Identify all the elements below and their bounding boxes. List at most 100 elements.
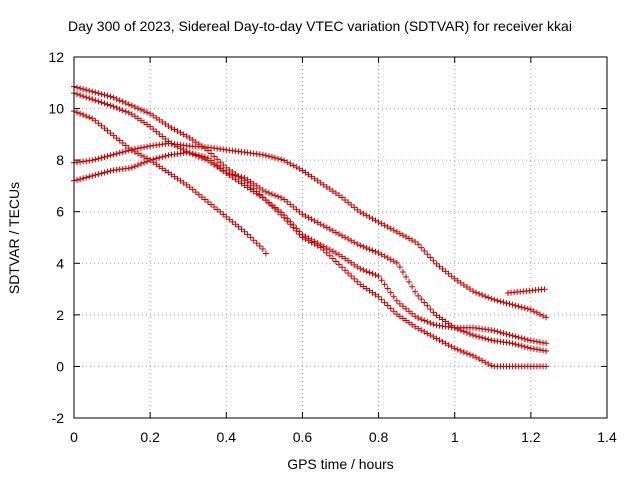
data-point: [451, 345, 458, 352]
data-point: [247, 178, 254, 185]
data-point: [518, 335, 525, 342]
data-point: [107, 130, 114, 137]
data-point: [296, 231, 303, 238]
data-point: [402, 233, 409, 240]
data-point: [144, 158, 151, 165]
data-point: [281, 157, 288, 164]
data-point: [409, 283, 416, 290]
plot-frame: [73, 56, 608, 419]
data-point: [262, 197, 269, 204]
data-point: [223, 170, 230, 177]
series-layer: [71, 83, 550, 370]
data-point: [189, 186, 196, 193]
data-point: [144, 121, 151, 128]
data-point: [524, 305, 531, 312]
data-point: [363, 245, 370, 252]
data-point: [530, 308, 537, 315]
data-point: [268, 191, 275, 198]
data-point: [342, 267, 349, 274]
data-point: [83, 174, 90, 181]
data-point: [339, 232, 346, 239]
data-point: [390, 227, 397, 234]
data-point: [533, 338, 540, 345]
data-point: [381, 281, 388, 288]
data-point: [345, 270, 352, 277]
data-point: [521, 305, 528, 312]
data-point: [339, 264, 346, 271]
data-point: [77, 176, 84, 183]
data-point: [354, 240, 361, 247]
data-point: [329, 248, 336, 255]
data-point: [460, 349, 467, 356]
data-point: [92, 117, 99, 124]
data-point: [253, 182, 260, 189]
y-tick-label: 12: [48, 49, 64, 65]
data-point: [402, 317, 409, 324]
data-point: [527, 306, 534, 313]
data-point: [281, 196, 288, 203]
data-point: [308, 216, 315, 223]
data-point: [116, 106, 123, 113]
series-track-3: [71, 108, 269, 257]
data-point: [162, 167, 169, 174]
data-point: [357, 242, 364, 249]
data-point: [360, 243, 367, 250]
data-point: [329, 255, 336, 262]
data-point: [533, 309, 540, 316]
data-point: [433, 312, 440, 319]
data-point: [77, 92, 84, 99]
data-point: [198, 153, 205, 160]
data-point: [192, 151, 199, 158]
data-point: [402, 305, 409, 312]
data-point: [205, 199, 212, 206]
data-point: [360, 210, 367, 217]
data-point: [265, 189, 272, 196]
data-point: [469, 288, 476, 295]
data-point: [211, 160, 218, 167]
data-point: [98, 91, 105, 98]
data-point: [494, 297, 501, 304]
data-point: [119, 98, 126, 105]
data-point: [180, 179, 187, 186]
data-point: [457, 327, 464, 334]
data-point: [436, 314, 443, 321]
data-point: [159, 118, 166, 125]
data-point: [436, 263, 443, 270]
data-point: [110, 94, 117, 101]
data-point: [308, 173, 315, 180]
data-point: [95, 98, 102, 105]
data-point: [74, 91, 81, 98]
series-track-2: [71, 90, 550, 354]
data-point: [229, 174, 236, 181]
data-point: [497, 298, 504, 305]
data-point: [259, 187, 266, 194]
data-point: [272, 154, 279, 161]
data-point: [119, 140, 126, 147]
data-point: [220, 161, 227, 168]
data-point: [74, 176, 81, 183]
data-point: [314, 219, 321, 226]
data-point: [418, 296, 425, 303]
data-point: [116, 97, 123, 104]
data-point: [320, 246, 327, 253]
data-point: [110, 132, 117, 139]
data-point: [122, 148, 129, 155]
data-point: [89, 172, 96, 179]
data-point: [363, 212, 370, 219]
y-tick-label: 4: [56, 255, 64, 271]
data-point: [83, 86, 90, 93]
data-point: [384, 302, 391, 309]
data-point: [220, 167, 227, 174]
data-point: [165, 152, 172, 159]
data-point: [253, 240, 260, 247]
data-point: [412, 238, 419, 245]
data-point: [272, 192, 279, 199]
data-point: [89, 115, 96, 122]
data-point: [415, 315, 422, 322]
data-point: [473, 289, 480, 296]
data-point: [485, 336, 492, 343]
data-point: [439, 316, 446, 323]
data-point: [348, 201, 355, 208]
data-point: [134, 115, 141, 122]
